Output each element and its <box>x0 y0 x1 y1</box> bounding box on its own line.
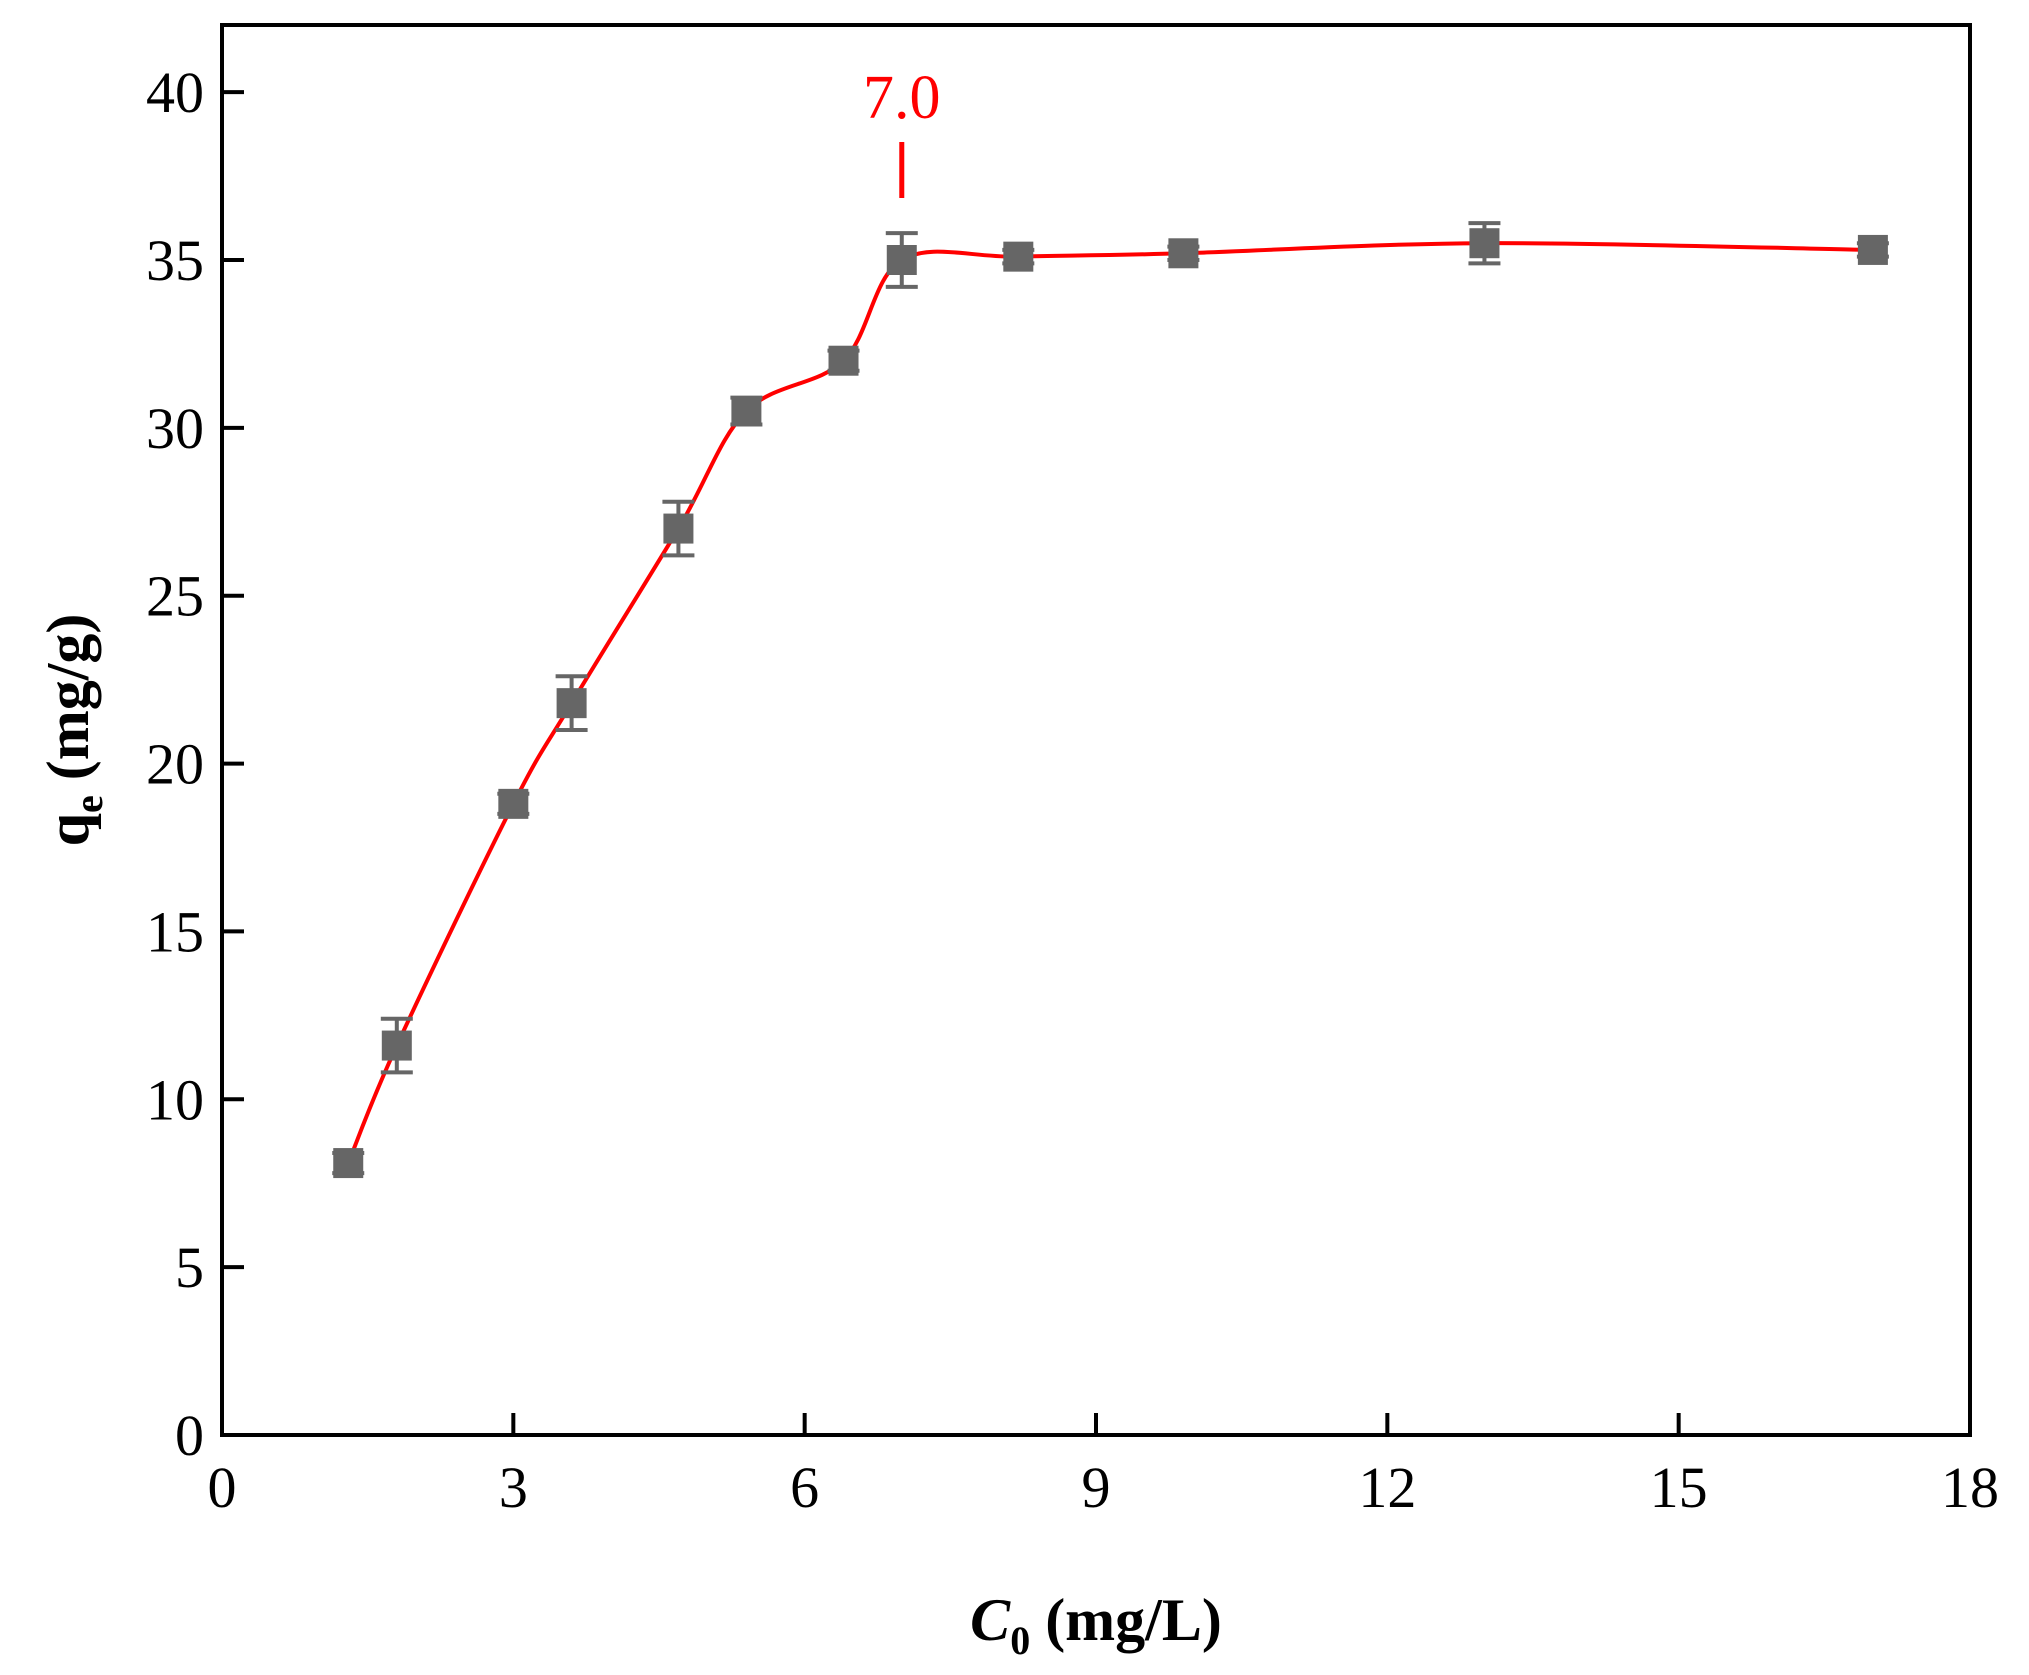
x-tick-label: 6 <box>790 1455 819 1520</box>
data-point <box>1003 241 1034 272</box>
y-tick-label: 30 <box>146 396 204 461</box>
data-point <box>731 396 762 427</box>
y-tick-label: 10 <box>146 1067 204 1132</box>
annotation-label: 7.0 <box>863 64 941 132</box>
data-point <box>381 1030 412 1061</box>
data-point <box>556 688 587 719</box>
y-tick-label: 25 <box>146 564 204 629</box>
y-tick-label: 40 <box>146 60 204 125</box>
data-point <box>1857 234 1888 265</box>
y-tick-label: 0 <box>175 1403 204 1468</box>
x-tick-label: 15 <box>1650 1455 1708 1520</box>
y-tick-label: 20 <box>146 732 204 797</box>
x-tick-label: 12 <box>1358 1455 1416 1520</box>
plot-frame <box>220 23 1972 1437</box>
y-tick-label: 5 <box>175 1235 204 1300</box>
y-axis-title: qe (mg/g) <box>35 614 111 847</box>
annotation-group: 7.0 <box>863 64 941 198</box>
data-point <box>333 1148 364 1179</box>
x-axis-title: C0 (mg/L) <box>970 1587 1222 1663</box>
data-point <box>498 788 529 819</box>
y-tick-label: 15 <box>146 899 204 964</box>
data-point-group <box>333 228 1888 1179</box>
x-axis-ticks: 0 3 6 9 12 15 18 <box>208 1413 1999 1520</box>
x-tick-label: 3 <box>499 1455 528 1520</box>
data-point <box>1168 238 1199 269</box>
x-tick-label: 18 <box>1941 1455 1999 1520</box>
y-axis-ticks: 0 5 10 15 20 25 30 35 40 <box>146 60 244 1468</box>
data-point <box>886 245 917 275</box>
x-tick-label: 0 <box>208 1455 237 1520</box>
data-point <box>828 345 859 376</box>
data-point <box>663 513 694 544</box>
y-tick-label: 35 <box>146 228 204 293</box>
x-tick-label: 9 <box>1082 1455 1111 1520</box>
data-point <box>1469 228 1500 259</box>
